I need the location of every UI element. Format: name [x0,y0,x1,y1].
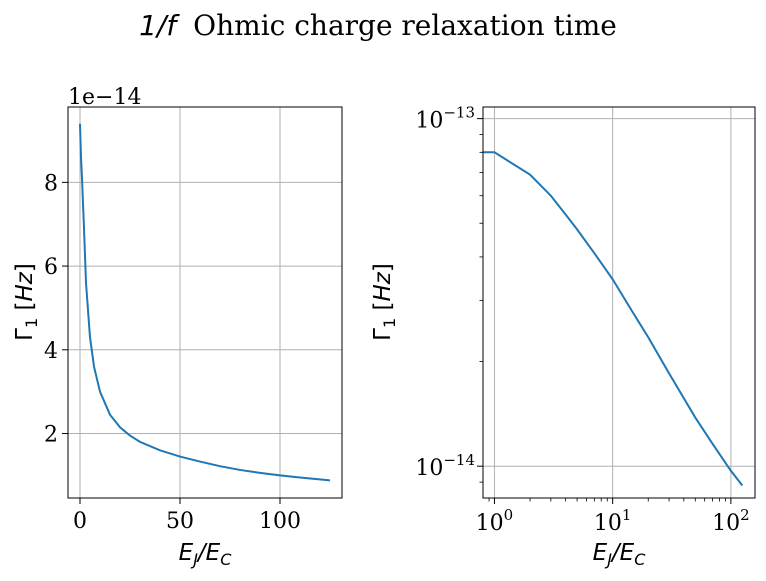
left-y-tick-label: 6 [44,255,58,280]
left-x-tick-label: 50 [166,509,194,534]
right-grid [483,107,755,498]
right-x-tick-label: 102 [712,506,750,536]
left-y-tick-label: 4 [44,339,58,364]
right-axes-frame [482,106,756,499]
right-y-tick-label: 10−13 [415,104,475,134]
right-series-line [483,151,744,487]
left-y-tick-label: 2 [44,423,58,448]
left-axes-frame [67,106,343,499]
right-y-tick-label: 10−14 [415,451,475,481]
left-y-axis-label: Γ1 [Hz] [12,263,41,341]
right-x-tick-label: 100 [476,506,514,536]
left-offset-text: 1e−14 [68,85,141,110]
left-x-tick-label: 0 [73,509,87,534]
left-y-tick-label: 8 [44,171,58,196]
left-grid [68,107,342,498]
left-series-line [79,123,331,482]
left-x-tick-label: 100 [259,509,301,534]
figure-title-math: 1/f [139,9,180,42]
right-ticks: 100 101 102 10−14 10−13 [415,104,749,536]
right-x-tick-label: 101 [594,506,632,536]
right-y-axis-label: Γ1 [Hz] [370,263,399,341]
figure-title: 1/f Ohmic charge relaxation time [139,9,617,42]
figure-title-text: Ohmic charge relaxation time [193,9,617,42]
left-ticks: 0 50 100 2 4 6 8 [44,171,301,534]
